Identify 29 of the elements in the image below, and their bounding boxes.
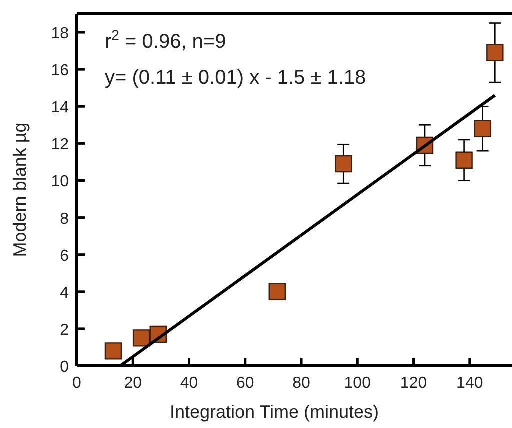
point: [486, 44, 504, 62]
y-tick-label: 4: [60, 284, 70, 302]
y-tick-label: 2: [60, 322, 70, 339]
x-tick-label: 140: [456, 375, 484, 392]
x-tick-label: 80: [292, 375, 311, 392]
point: [104, 342, 122, 360]
point: [335, 155, 352, 173]
x-tick-label: 100: [344, 375, 372, 392]
x-axis-title: Integration Time (minutes): [170, 402, 380, 422]
y-tick-label: 10: [51, 174, 70, 191]
point: [132, 330, 150, 347]
y-tick-label: 16: [51, 62, 70, 80]
x-tick-label: 60: [236, 375, 254, 392]
y-axis-title: Modern blank µg: [10, 122, 30, 258]
x-tick-label: 20: [124, 375, 142, 392]
y-tick-label: 0: [60, 359, 70, 376]
annotation: r$^{2}$ = 0.96, n=9: [105, 27, 226, 53]
y-tick-label: 18: [51, 26, 70, 43]
y-tick-label: 6: [60, 248, 70, 265]
annotation: y= (0.11 ± 0.01) x - 1.5 ± 1.18: [105, 67, 366, 89]
y-tick-label: 14: [51, 100, 70, 117]
x-tick-label: 0: [72, 375, 82, 392]
point: [268, 283, 286, 300]
y-tick-label: 8: [60, 210, 70, 228]
point: [474, 120, 492, 138]
point: [456, 152, 473, 169]
x-tick-label: 120: [400, 375, 428, 392]
y-tick-label: 12: [51, 136, 70, 154]
x-tick-label: 40: [180, 375, 198, 392]
